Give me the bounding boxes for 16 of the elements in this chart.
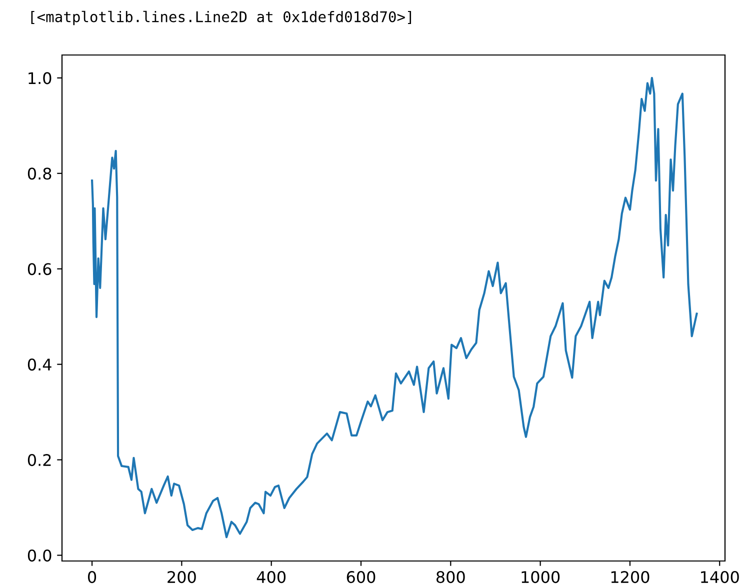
x-tick-label: 200 <box>168 571 196 584</box>
y-tick-label: 0.6 <box>28 263 52 276</box>
x-tick-label: 1200 <box>611 571 650 584</box>
y-tick-label: 0.8 <box>28 168 52 180</box>
y-tick-label: 0.0 <box>28 549 52 562</box>
x-tick-label: 0 <box>88 571 96 584</box>
y-tick-label: 1.0 <box>28 72 52 84</box>
y-tick-label: 0.4 <box>28 358 52 371</box>
x-tick-label: 600 <box>346 571 376 584</box>
line-series <box>90 76 698 538</box>
x-tick-label: 800 <box>436 571 465 584</box>
y-tick-label: 0.2 <box>28 454 51 466</box>
x-tick-label: 400 <box>256 571 286 584</box>
text: [<matplotlib.lines.Line2D at 0x1defd018d70>] <box>31 10 412 26</box>
x-tick-label: 1400 <box>701 571 739 584</box>
x-tick-label: 1000 <box>522 571 560 584</box>
